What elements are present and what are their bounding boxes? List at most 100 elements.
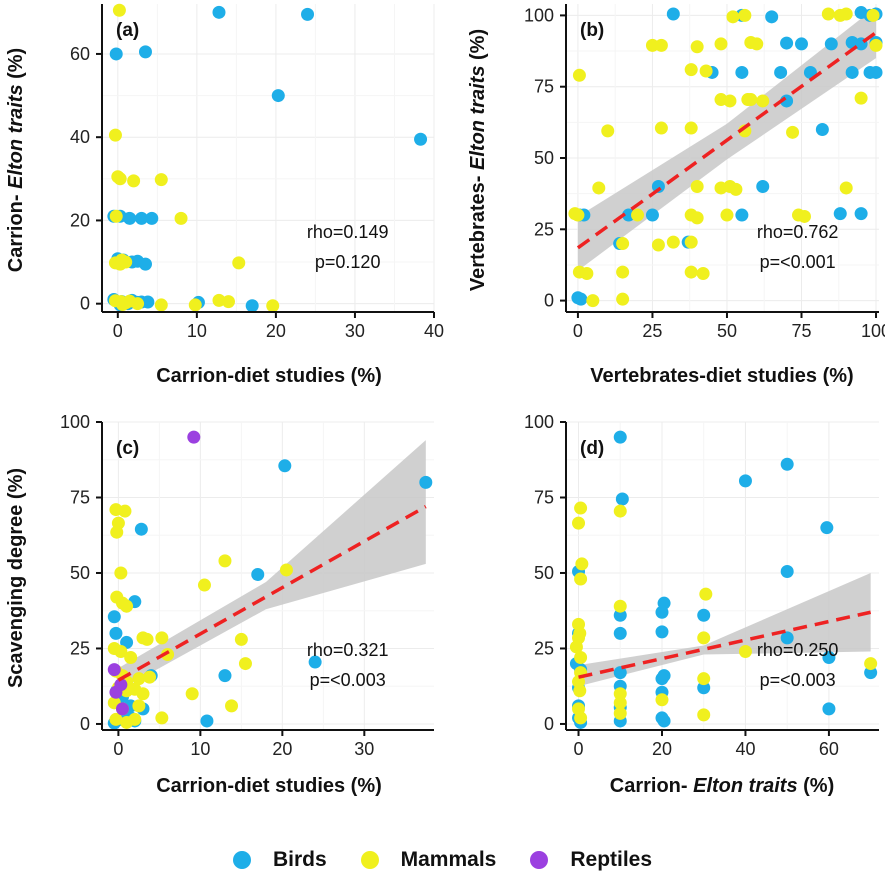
point-mammals [586,294,600,308]
confidence-band [578,572,871,687]
point-birds [141,295,155,309]
point-mammals [574,711,588,725]
point-mammals [726,10,740,24]
point-mammals [697,631,711,645]
point-mammals [212,293,226,307]
point-birds [738,474,752,488]
point-mammals [684,265,698,279]
panel-label: (b) [580,20,604,41]
point-birds [414,132,428,146]
point-mammals [143,670,157,684]
point-mammals [756,94,770,108]
point-mammals [854,91,868,105]
point-birds [138,45,152,59]
point-mammals [569,640,583,654]
point-mammals [110,525,124,539]
point-birds [138,257,152,271]
point-mammals [580,267,594,280]
x-tick-label: 75 [791,321,811,341]
point-mammals [654,121,668,135]
trend-line [578,610,872,679]
point-birds [574,292,588,306]
y-tick-label: 25 [70,638,90,658]
point-mammals [864,657,878,671]
point-mammals [218,554,232,568]
y-axis-title: Scavenging degree (%) [5,468,27,688]
point-mammals [699,587,713,601]
point-birds [655,672,669,686]
point-birds [278,459,292,473]
point-mammals [690,211,704,225]
point-mammals [654,38,668,52]
x-axis-title: Carrion-diet studies (%) [156,365,382,387]
legend-item-mammals: Mammals [360,848,497,872]
point-mammals [197,578,211,592]
point-mammals [616,292,630,306]
point-mammals [116,298,130,312]
point-mammals [786,125,800,139]
legend-label-mammals: Mammals [400,848,497,871]
point-birds [820,521,834,535]
x-tick-label: 0 [574,739,584,759]
point-mammals [631,208,645,222]
point-mammals [120,599,134,613]
point-mammals [613,504,627,518]
x-tick-label: 60 [819,739,839,759]
x-tick-label: 0 [113,321,123,341]
x-tick-label: 20 [652,739,672,759]
point-birds [780,36,794,50]
panel-label: (c) [116,438,139,459]
stat-rho: rho=0.762 [757,222,839,242]
point-birds [107,610,121,624]
figure: 0 10 20 30 40 0 20 40 60 (a) rho=0.149 p=0.120 Carri… [5,3,885,797]
point-birds [774,65,788,79]
y-tick-label: 100 [524,5,554,25]
point-mammals [266,299,280,313]
point-mammals [744,93,758,107]
point-mammals [684,235,698,249]
y-tick-label: 0 [80,714,90,734]
point-mammals [738,644,752,658]
point-birds [109,626,123,640]
point-mammals [697,708,711,722]
point-mammals [574,572,588,586]
point-birds [780,564,794,578]
confidence-band [118,440,426,691]
point-mammals [221,295,235,309]
stat-p: p=<0.001 [760,252,836,272]
x-tick-label: 10 [190,739,210,759]
point-birds [212,5,226,19]
point-mammals [645,38,659,52]
point-birds [864,666,878,680]
y-tick-label: 40 [70,127,90,147]
y-tick-label: 0 [544,714,554,734]
legend-label-reptiles: Reptiles [570,848,653,871]
point-birds [135,211,149,225]
point-mammals [131,297,145,311]
point-birds [765,10,779,24]
point-mammals [109,712,123,726]
point-birds [822,702,836,716]
panel-0: 0 10 20 30 40 0 20 40 60 (a) rho=0.149 p=0.120 Carri… [5,3,444,387]
point-mammals [750,37,764,51]
point-mammals [136,687,150,701]
point-mammals [616,237,630,251]
point-mammals [572,68,586,82]
point-mammals [655,693,669,707]
panel-label: (d) [580,438,604,459]
stat-p: p=0.120 [315,252,381,272]
x-tick-label: 50 [717,321,737,341]
point-birds [218,669,232,683]
y-tick-label: 100 [60,412,90,432]
point-mammals [601,124,615,138]
point-birds [615,492,629,506]
point-mammals [575,557,589,571]
y-axis-title: Carrion- Elton traits (%) [5,48,27,272]
point-birds [245,299,259,313]
point-mammals [738,8,752,22]
point-mammals [132,699,146,713]
point-reptiles [114,678,128,692]
x-axis-title: Carrion-diet studies (%) [156,775,382,797]
point-mammals [866,8,880,22]
x-tick-label: 40 [735,739,755,759]
